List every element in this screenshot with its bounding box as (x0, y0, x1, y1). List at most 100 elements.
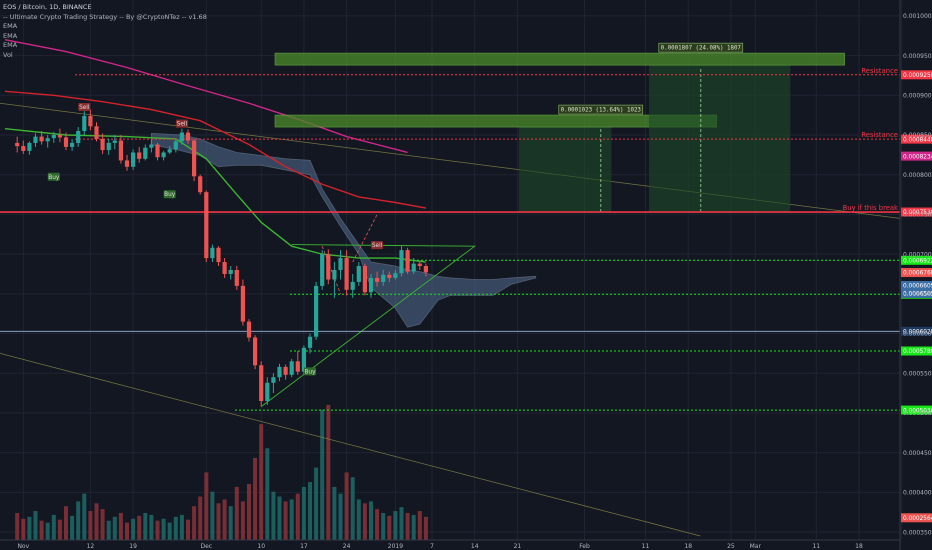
legend-indicator-volume[interactable]: Vol (3, 50, 13, 59)
candle-body (387, 274, 392, 278)
time-axis-tick-15: 25 (727, 543, 735, 550)
volume-bar (332, 486, 337, 540)
candle-body (131, 152, 136, 167)
candle-body (57, 135, 62, 138)
time-axis: Nov 12 19 Dec 10 17 24 2019 7 14 21 Feb 11 18 25 Mar 11 1… (0, 539, 900, 550)
level-label-2: Resistance (861, 131, 898, 139)
signal-buy-label-5: Buy (304, 369, 316, 375)
volume-bar (204, 472, 209, 540)
last-price-tag-2: 0.0006768 (903, 271, 932, 277)
candle-body (118, 140, 123, 161)
volume-bar (350, 477, 355, 540)
candle-body (216, 247, 221, 263)
target-zone-2 (649, 65, 791, 213)
candle-body (375, 277, 380, 282)
candle-body (204, 192, 209, 259)
candle-body (173, 141, 178, 150)
last-price-tag-bg-5 (901, 513, 932, 523)
candle-body (423, 266, 428, 273)
signal-sell-label-6: Sell (372, 243, 383, 249)
candle-body (228, 270, 233, 274)
candle-body (137, 152, 142, 159)
signal-sell-bg-6 (371, 241, 384, 250)
volume-bar (234, 486, 239, 540)
candle-body (234, 270, 239, 286)
candle-body (51, 135, 56, 139)
candle-body (381, 274, 386, 282)
volume-bar (57, 519, 62, 540)
candle-body (344, 258, 349, 290)
level-label-3: Buy if this break (843, 204, 898, 212)
candles (15, 109, 428, 407)
last-price-tag-1: 0.0008234 (903, 154, 932, 160)
candle-body (222, 262, 227, 274)
legend-symbol[interactable]: EOS / Bitcoin, 1D, BINANCE (3, 3, 92, 11)
time-axis-tick-16: Mar (750, 543, 762, 550)
candle-body (82, 115, 87, 132)
time-axis-tick-4: Dec (200, 543, 212, 550)
volume-bar (247, 484, 251, 540)
time-axis-tick-7: 24 (343, 543, 351, 550)
candle-body (307, 336, 313, 348)
volume-bar (112, 516, 117, 540)
signal-sell-bg-2 (175, 119, 188, 128)
triangle-pattern (260, 244, 477, 407)
volume-bar (94, 503, 99, 540)
volume-bar (155, 520, 160, 540)
ema-mid-line (4, 90, 427, 209)
volume-bar (344, 472, 349, 540)
last-price-tag-4: 0.0006505 (903, 292, 932, 298)
candle-body (265, 382, 270, 402)
volume-bar (161, 518, 166, 540)
price-tag-bg-3 (901, 207, 932, 217)
volume-bar (39, 520, 44, 540)
volume-bar (70, 515, 75, 540)
candle-body (106, 142, 111, 151)
price-tag-2: 0.0008448 (903, 137, 932, 143)
target-box-2 (274, 52, 845, 66)
time-axis-tick-6: 17 (300, 543, 308, 550)
volume-bar (295, 493, 300, 540)
last-price-tag-bg-4 (901, 288, 932, 298)
time-axis-tick-1: Nov (17, 543, 29, 550)
volume-bar (198, 496, 203, 540)
candle-body (368, 277, 374, 293)
legend-indicator-ema-3[interactable]: EMA (3, 41, 18, 50)
volume-bar (362, 503, 367, 540)
candle-body (27, 142, 32, 151)
candle-body (271, 377, 276, 383)
price-tag-bg-2 (901, 134, 932, 144)
price-axis-tick-14: 0.0003500 (903, 529, 932, 536)
legend-indicator-ema-1[interactable]: EMA (3, 22, 18, 31)
time-axis-tick-18: 18 (855, 543, 863, 550)
last-price-tag-bg-2 (901, 268, 932, 278)
prediction-arrow-up (352, 214, 378, 263)
signal-buy-bg-5 (304, 367, 316, 376)
volume-bar (167, 522, 172, 540)
price-axis: 0.00100000.00095000.00090000.00085000.00… (899, 0, 932, 550)
ichimoku-cloud (150, 132, 537, 328)
legend-indicator-ema-2[interactable]: EMA (3, 31, 18, 40)
candle-body (326, 254, 331, 280)
time-axis-tick-5: 10 (257, 543, 265, 550)
volume-bar (399, 507, 404, 540)
candle-body (70, 142, 75, 147)
candle-body (179, 132, 184, 142)
volume-bar (375, 509, 380, 540)
legend-strategy[interactable]: -- Ultimate Crypto Trading Strategy -- B… (3, 12, 207, 21)
last-price-tag-bg-3 (901, 280, 932, 290)
volume-bar (369, 501, 373, 540)
candle-body (167, 149, 172, 153)
last-price-tag-3: 0.0006605 (903, 284, 932, 290)
